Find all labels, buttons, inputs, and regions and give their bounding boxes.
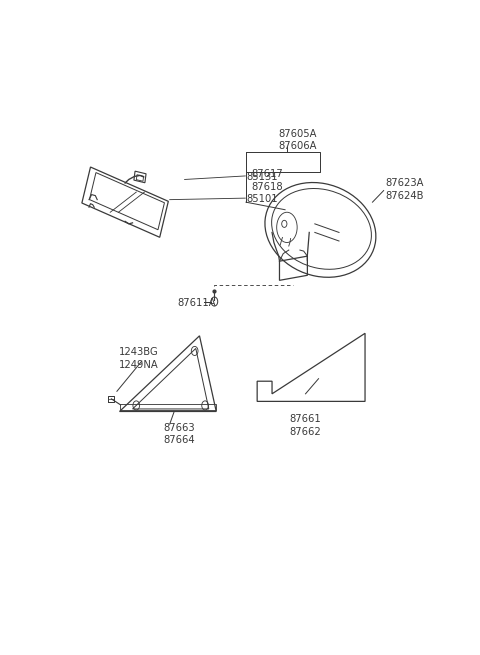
Text: 87663
87664: 87663 87664: [163, 423, 195, 445]
Text: 1243BG
1249NA: 1243BG 1249NA: [119, 347, 158, 369]
Text: 85101: 85101: [246, 194, 277, 204]
Text: 87605A
87606A: 87605A 87606A: [278, 129, 317, 151]
Text: 87661
87662: 87661 87662: [289, 415, 322, 437]
Text: 87623A
87624B: 87623A 87624B: [385, 178, 424, 200]
Text: 87611A: 87611A: [177, 297, 216, 308]
Text: 85131: 85131: [246, 172, 277, 182]
Text: 87617
87618: 87617 87618: [252, 169, 283, 192]
